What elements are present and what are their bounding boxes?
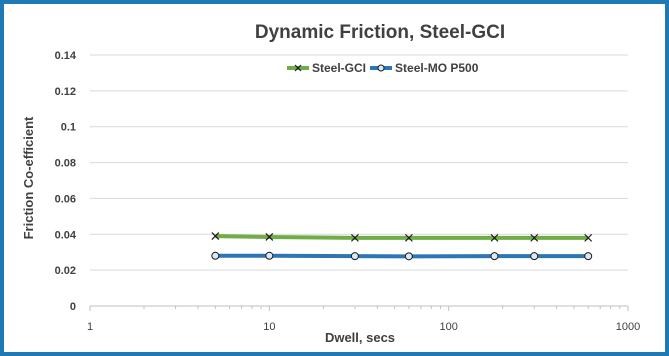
marker-stroke xyxy=(530,233,539,242)
y-tick-label: 0.1 xyxy=(61,122,76,134)
data-point-marker xyxy=(584,252,593,261)
chart-title: Dynamic Friction, Steel-GCI xyxy=(255,22,505,43)
legend: Steel-GCI Steel-MO P500 xyxy=(287,61,479,75)
data-point-marker xyxy=(350,233,359,242)
y-axis-title: Friction Co-efficient xyxy=(21,116,36,239)
legend-marker xyxy=(294,64,302,72)
legend-label: Steel-GCI xyxy=(312,61,366,75)
y-tick-label: 0.04 xyxy=(55,229,77,241)
y-tick-label: 0.12 xyxy=(55,86,76,98)
legend-marker xyxy=(377,64,385,72)
marker-stroke xyxy=(265,233,274,241)
tick-labels: 0 0.02 0.04 0.06 0.08 0.1 0.12 0.14 1 10 100 1000 xyxy=(55,50,641,333)
data-point-marker xyxy=(350,252,359,261)
data-point-marker xyxy=(530,252,539,261)
data-point-marker xyxy=(404,233,413,242)
x-tick-label: 10 xyxy=(263,321,275,333)
marker-stroke xyxy=(211,232,220,241)
y-tick-label: 0 xyxy=(70,301,76,313)
data-point-marker xyxy=(530,233,539,242)
x-tick-label: 100 xyxy=(439,321,457,333)
data-point-marker xyxy=(584,233,593,242)
data-point-marker xyxy=(211,251,220,260)
data-point-marker xyxy=(211,232,220,241)
data-point-marker xyxy=(404,252,413,261)
x-tick-label: 1000 xyxy=(616,321,640,333)
x-tick-label: 1 xyxy=(87,321,93,333)
data-point-marker xyxy=(265,251,274,260)
data-point-marker xyxy=(490,252,499,261)
legend-label: Steel-MO P500 xyxy=(395,61,479,75)
series-layer xyxy=(211,232,593,261)
y-tick-label: 0.02 xyxy=(55,265,76,277)
data-point-marker xyxy=(490,233,499,242)
marker-stroke xyxy=(490,233,499,242)
data-point-marker xyxy=(265,233,274,241)
y-tick-label: 0.08 xyxy=(55,158,76,170)
x-axis-title: Dwell, secs xyxy=(325,330,395,345)
y-tick-label: 0.14 xyxy=(55,50,77,62)
marker-stroke xyxy=(404,233,413,242)
marker-stroke xyxy=(584,233,593,242)
marker-stroke xyxy=(350,233,359,242)
y-tick-label: 0.06 xyxy=(55,193,76,205)
gridlines xyxy=(89,54,629,311)
